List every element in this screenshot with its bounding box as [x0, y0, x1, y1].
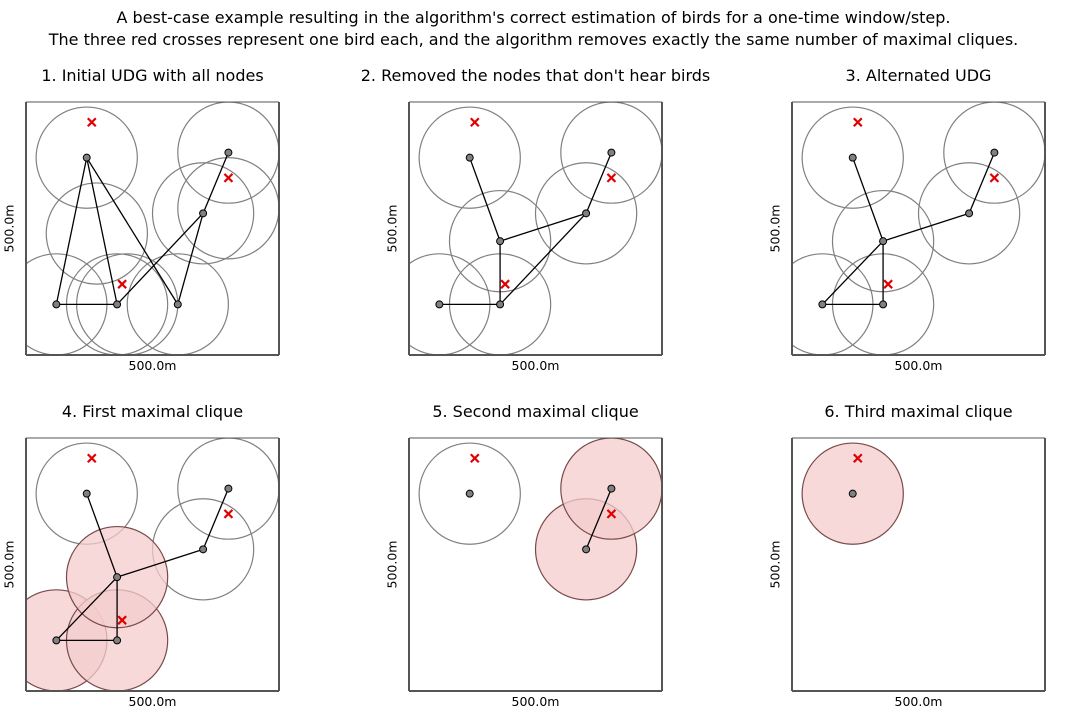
panel-title: 3. Alternated UDG — [845, 66, 992, 85]
range-circle — [418, 442, 521, 545]
bird-cross — [117, 279, 127, 289]
sensor-node — [224, 148, 233, 157]
graph-edge — [177, 213, 204, 305]
sensor-node — [965, 209, 974, 218]
graph-edge — [585, 488, 612, 550]
y-axis-label: 500.0m — [1, 204, 17, 252]
sensor-node — [435, 300, 444, 309]
sensor-node — [199, 209, 208, 218]
panel-title: 5. Second maximal clique — [432, 402, 639, 421]
graph-edge — [55, 157, 88, 305]
bird-cross — [989, 173, 1000, 183]
graph-edge — [968, 152, 995, 214]
bird-cross — [853, 117, 863, 128]
range-circle — [801, 106, 904, 209]
range-circle — [35, 106, 138, 209]
panel-title: 2. Removed the nodes that don't hear bir… — [360, 66, 711, 85]
sensor-node — [607, 484, 616, 493]
graph-edge — [469, 157, 501, 242]
sensor-node — [465, 153, 474, 162]
udg-plot — [791, 101, 1046, 356]
graph-edge — [202, 152, 229, 214]
graph-edge — [882, 212, 970, 242]
y-axis-label: 500.0m — [384, 204, 400, 252]
panel-title: 1. Initial UDG with all nodes — [41, 66, 264, 85]
range-circle — [151, 162, 255, 265]
graph-edge — [499, 212, 587, 242]
graph-edge — [86, 157, 179, 305]
sensor-node — [199, 545, 208, 554]
graph-edge — [852, 157, 884, 242]
sensor-node — [82, 153, 91, 162]
udg-plot — [25, 437, 280, 692]
sensor-node — [224, 484, 233, 493]
sensor-node — [848, 153, 857, 162]
range-circle — [177, 157, 279, 260]
figure-title-line-2: The three red crosses represent one bird… — [48, 30, 1019, 49]
graph-edge — [86, 493, 118, 578]
y-axis-label: 500.0m — [767, 540, 783, 588]
bird-cross — [223, 509, 234, 519]
y-axis-label: 500.0m — [384, 540, 400, 588]
udg-plot — [791, 437, 1046, 692]
bird-cross — [87, 117, 97, 128]
sensor-node — [496, 237, 505, 246]
y-axis-label: 500.0m — [1, 540, 17, 588]
x-axis-label: 500.0m — [128, 358, 177, 373]
bird-cross — [470, 117, 480, 128]
sensor-node — [82, 489, 91, 498]
bird-cross — [853, 453, 863, 464]
graph-edge — [202, 488, 229, 550]
graph-edge — [499, 212, 587, 305]
sensor-node — [52, 636, 61, 645]
graph-edge — [86, 157, 118, 305]
graph-edge — [116, 212, 204, 305]
bird-cross — [87, 453, 97, 464]
bird-cross — [117, 615, 127, 625]
x-axis-label: 500.0m — [894, 694, 943, 709]
x-axis-label: 500.0m — [511, 694, 560, 709]
bird-cross — [500, 279, 510, 289]
sensor-node — [113, 573, 122, 582]
y-axis-label: 500.0m — [767, 204, 783, 252]
sensor-node — [465, 489, 474, 498]
sensor-node — [879, 237, 888, 246]
sensor-node — [879, 300, 888, 309]
bird-cross — [223, 173, 234, 183]
range-circle — [418, 106, 521, 209]
x-axis-label: 500.0m — [511, 358, 560, 373]
graph-edge — [116, 548, 204, 578]
sensor-node — [582, 545, 591, 554]
range-circle — [917, 162, 1021, 265]
bird-cross — [606, 509, 617, 519]
bird-cross — [470, 453, 480, 464]
panel-title: 4. First maximal clique — [61, 402, 244, 421]
sensor-node — [818, 300, 827, 309]
sensor-node — [496, 300, 505, 309]
bird-cross — [883, 279, 893, 289]
sensor-node — [52, 300, 61, 309]
range-circle — [45, 182, 149, 285]
panel-title: 6. Third maximal clique — [824, 402, 1013, 421]
x-axis-label: 500.0m — [894, 358, 943, 373]
range-circle — [534, 162, 638, 265]
sensor-node — [173, 300, 182, 309]
sensor-node — [848, 489, 857, 498]
sensor-node — [582, 209, 591, 218]
figure-title-line-1: A best-case example resulting in the alg… — [116, 8, 951, 27]
udg-plot — [408, 437, 663, 692]
bird-cross — [606, 173, 617, 183]
udg-plot — [408, 101, 663, 356]
sensor-node — [607, 148, 616, 157]
graph-edge — [585, 152, 612, 214]
sensor-node — [113, 636, 122, 645]
graph-edge — [55, 576, 118, 641]
graph-edge — [821, 240, 884, 305]
x-axis-label: 500.0m — [128, 694, 177, 709]
sensor-node — [990, 148, 999, 157]
sensor-node — [113, 300, 122, 309]
udg-plot — [25, 101, 280, 356]
